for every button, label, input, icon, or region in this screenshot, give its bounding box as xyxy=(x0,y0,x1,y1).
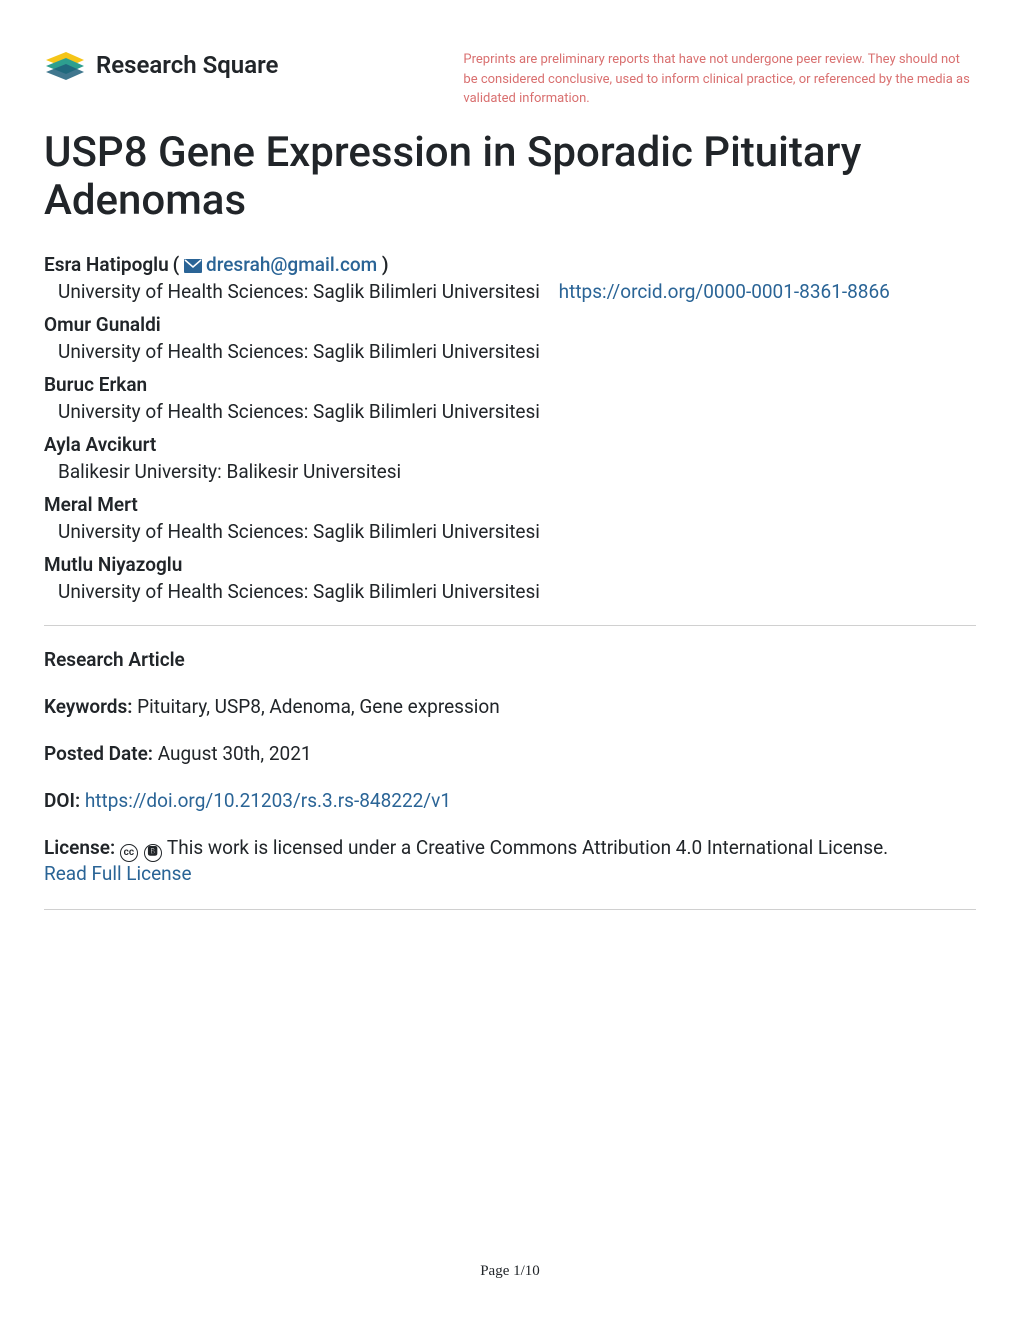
page-number: Page 1/10 xyxy=(480,1263,540,1280)
logo-text: Research Square xyxy=(96,51,278,79)
cc-icons: cc 🅱 xyxy=(120,837,163,862)
paper-title: USP8 Gene Expression in Sporadic Pituita… xyxy=(44,129,976,226)
by-icon: 🅱 xyxy=(144,844,162,862)
author-name: Buruc Erkan xyxy=(44,373,147,396)
author-affiliation: University of Health Sciences: Saglik Bi… xyxy=(44,400,976,423)
author-affiliation: University of Health Sciences: Saglik Bi… xyxy=(44,280,976,303)
posted-date-row: Posted Date: August 30th, 2021 xyxy=(44,742,976,765)
author-name: Meral Mert xyxy=(44,493,138,516)
author-affiliation: Balikesir University: Balikesir Universi… xyxy=(44,460,976,483)
author-name: Omur Gunaldi xyxy=(44,313,161,336)
research-square-logo-icon xyxy=(44,50,86,80)
author-name: Ayla Avcikurt xyxy=(44,433,156,456)
author-block: Ayla Avcikurt Balikesir University: Bali… xyxy=(44,433,976,483)
author-affiliation: University of Health Sciences: Saglik Bi… xyxy=(44,580,976,603)
metadata-section: Research Article Keywords: Pituitary, US… xyxy=(44,648,976,884)
cc-icon: cc xyxy=(120,844,138,862)
header-row: Research Square Preprints are preliminar… xyxy=(44,50,976,109)
license-link[interactable]: Read Full License xyxy=(44,862,192,885)
doi-link[interactable]: https://doi.org/10.21203/rs.3.rs-848222/… xyxy=(85,789,451,812)
disclaimer-text: Preprints are preliminary reports that h… xyxy=(463,50,976,109)
author-name: Mutlu Niyazoglu xyxy=(44,553,182,576)
license-row: License: cc 🅱 This work is licensed unde… xyxy=(44,836,976,884)
envelope-icon xyxy=(184,259,202,273)
author-block: Omur Gunaldi University of Health Scienc… xyxy=(44,313,976,363)
section-divider xyxy=(44,625,976,626)
author-block: Meral Mert University of Health Sciences… xyxy=(44,493,976,543)
email-section: ( dresrah@gmail.com ) xyxy=(173,253,389,276)
author-affiliation: University of Health Sciences: Saglik Bi… xyxy=(44,520,976,543)
keywords-row: Keywords: Pituitary, USP8, Adenoma, Gene… xyxy=(44,695,976,718)
article-type: Research Article xyxy=(44,648,976,671)
section-divider xyxy=(44,909,976,910)
logo-section: Research Square xyxy=(44,50,417,80)
author-block: Esra Hatipoglu ( dresrah@gmail.com ) Uni… xyxy=(44,253,976,303)
authors-list: Esra Hatipoglu ( dresrah@gmail.com ) Uni… xyxy=(44,253,976,603)
author-affiliation: University of Health Sciences: Saglik Bi… xyxy=(44,340,976,363)
author-block: Buruc Erkan University of Health Science… xyxy=(44,373,976,423)
doi-row: DOI: https://doi.org/10.21203/rs.3.rs-84… xyxy=(44,789,976,812)
author-name: Esra Hatipoglu xyxy=(44,253,169,276)
author-block: Mutlu Niyazoglu University of Health Sci… xyxy=(44,553,976,603)
orcid-link[interactable]: https://orcid.org/0000-0001-8361-8866 xyxy=(559,280,890,303)
author-email-link[interactable]: dresrah@gmail.com xyxy=(206,253,377,276)
